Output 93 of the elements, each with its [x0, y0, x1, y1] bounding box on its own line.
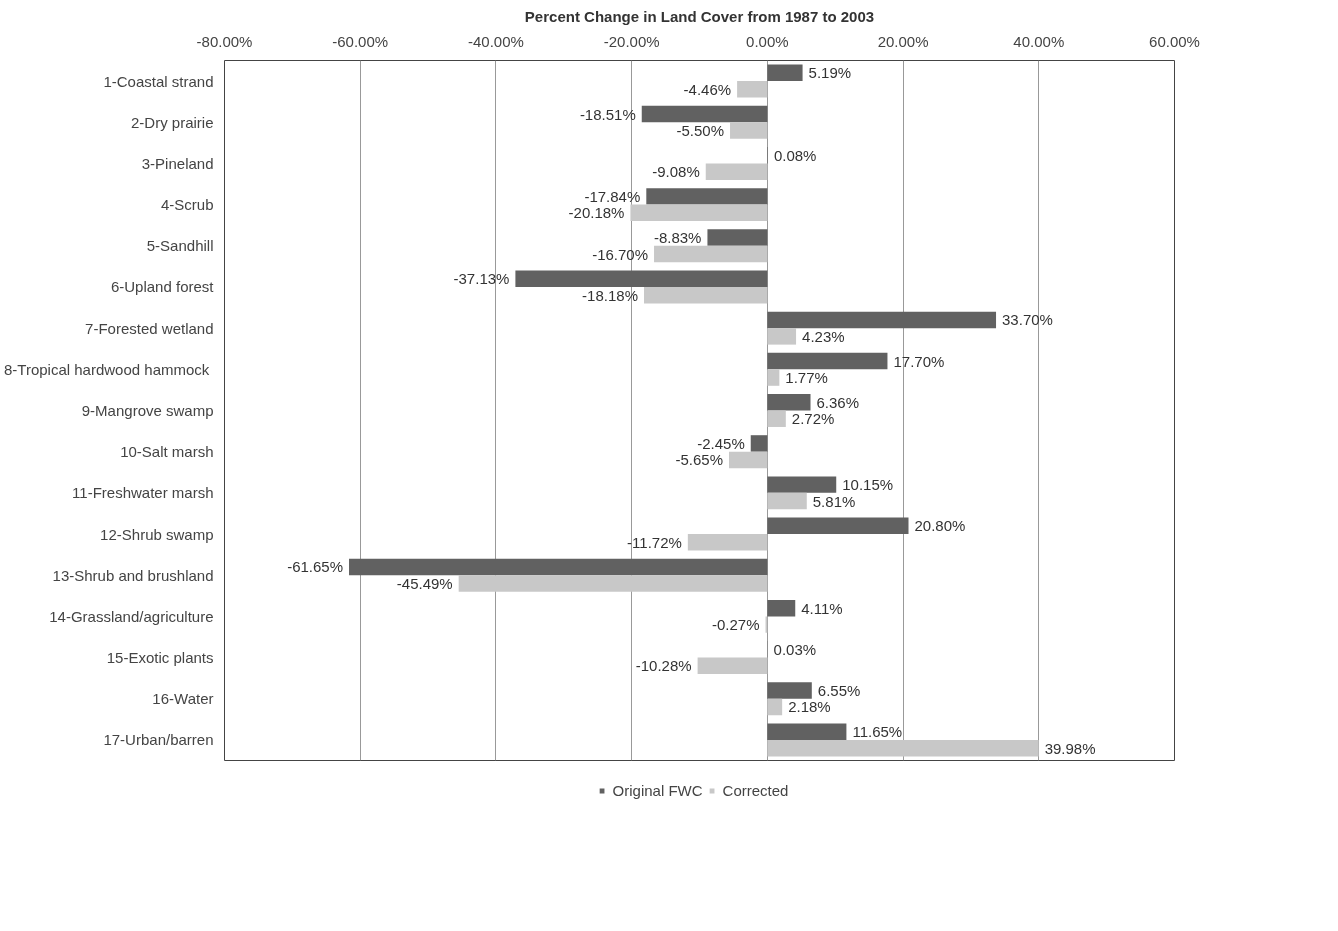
data-label: -8.83%: [653, 229, 702, 247]
bar: [767, 352, 888, 370]
data-label: -2.45%: [697, 434, 745, 452]
y-tick-label: 8-Tropical hardwood hammock: [3, 360, 210, 378]
y-tick-label: 11-Freshwater marsh: [72, 484, 214, 502]
bar: [767, 311, 997, 329]
data-label: 6.55%: [817, 682, 861, 699]
data-label: 2.72%: [791, 410, 835, 428]
bar: [767, 64, 803, 82]
bar: [767, 739, 1039, 757]
data-label: -20.18%: [568, 204, 625, 222]
bar: [767, 394, 811, 411]
data-label: 33.70%: [1002, 311, 1053, 329]
bar: [767, 723, 847, 740]
data-label: 4.11%: [801, 599, 843, 617]
bar: [767, 682, 812, 699]
bar: [646, 188, 768, 205]
bar: [705, 163, 768, 180]
legend-label: Corrected: [722, 781, 789, 799]
data-label: -61.65%: [287, 558, 344, 576]
data-label: -17.84%: [584, 187, 641, 205]
x-tick-label: -20.00%: [603, 32, 660, 50]
data-label: -4.46%: [683, 80, 732, 98]
bar: [458, 575, 768, 592]
data-label: -45.49%: [396, 574, 453, 592]
data-label: 0.08%: [773, 146, 817, 164]
data-label: 1.77%: [785, 369, 828, 387]
x-tick-label: 40.00%: [1013, 32, 1065, 50]
y-tick-label: 17-Urban/barren: [103, 731, 214, 749]
x-tick-label: -80.00%: [196, 32, 253, 50]
bar: [767, 476, 837, 493]
data-label: 10.15%: [842, 476, 894, 494]
data-label: -11.72%: [627, 533, 682, 551]
bar: [767, 492, 807, 510]
bar: [654, 245, 768, 263]
data-label: 20.80%: [914, 517, 966, 535]
bar: [767, 328, 797, 345]
data-label: 6.36%: [816, 393, 860, 411]
bar: [767, 410, 786, 427]
bar: [349, 558, 768, 576]
bar: [730, 122, 768, 139]
bar: [641, 105, 768, 123]
bar: [687, 534, 768, 551]
bar: [767, 517, 909, 535]
y-tick-label: 14-Grassland/agriculture: [49, 607, 214, 625]
bar: [515, 270, 768, 287]
y-tick-label: 4-Scrub: [160, 196, 214, 214]
data-label: 2.18%: [788, 698, 831, 716]
x-tick-label: 60.00%: [1149, 32, 1200, 50]
data-label: -18.18%: [582, 286, 638, 304]
data-label: -10.28%: [635, 657, 692, 675]
data-label: -16.70%: [592, 245, 649, 263]
data-label: 17.70%: [893, 352, 945, 370]
bar: [630, 204, 768, 222]
y-tick-label: 9-Mangrove swamp: [81, 402, 214, 419]
bar: [737, 81, 768, 98]
data-label: -37.13%: [453, 270, 510, 288]
data-label: -5.65%: [675, 451, 724, 469]
y-tick-label: 15-Exotic plants: [106, 649, 214, 667]
y-tick-label: 2-Dry prairie: [130, 113, 214, 131]
data-label: 39.98%: [1044, 739, 1096, 757]
bar: [643, 286, 768, 304]
bar: [707, 229, 768, 246]
y-tick-label: 5-Sandhill: [146, 237, 214, 255]
bar: [767, 369, 780, 386]
data-label: -18.51%: [579, 105, 636, 123]
bar: [697, 657, 768, 675]
y-tick-label: 6-Upland forest: [110, 278, 215, 296]
data-label: -5.50%: [676, 122, 725, 139]
y-tick-label: 13-Shrub and brushland: [52, 566, 214, 584]
x-tick-label: -40.00%: [467, 32, 524, 50]
data-label: 5.19%: [808, 64, 852, 82]
bar: [729, 451, 768, 469]
chart-title: Percent Change in Land Cover from 1987 to 2003: [524, 7, 875, 25]
data-label: -9.08%: [652, 163, 700, 181]
data-label: 0.03%: [773, 640, 817, 658]
legend-label: Original FWC: [612, 781, 703, 799]
y-tick-label: 12-Shrub swamp: [100, 525, 214, 543]
x-tick-label: -60.00%: [332, 32, 389, 50]
bar: [767, 698, 783, 716]
data-label: 4.23%: [802, 327, 845, 345]
y-tick-label: 1-Coastal strand: [103, 72, 214, 90]
bar: [750, 435, 768, 452]
y-tick-label: 16-Water: [152, 690, 214, 708]
data-label: -0.27%: [712, 616, 760, 634]
bar: [767, 599, 796, 617]
y-tick-label: 7-Forested wetland: [85, 319, 214, 337]
x-tick-label: 20.00%: [877, 32, 929, 50]
y-tick-label: 3-Pineland: [141, 154, 214, 172]
y-tick-label: 10-Salt marsh: [120, 443, 214, 461]
data-label: 5.81%: [812, 492, 856, 510]
x-tick-label: 0.00%: [746, 32, 789, 50]
data-label: 11.65%: [852, 723, 903, 741]
